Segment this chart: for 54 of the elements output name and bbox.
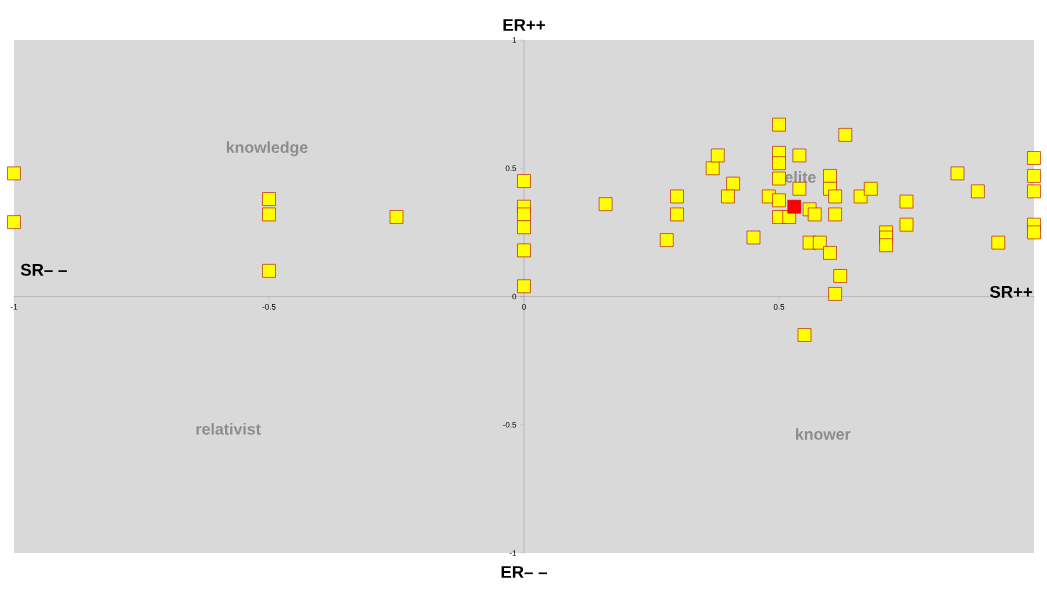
point [7,215,21,229]
point [1027,151,1041,165]
point [991,235,1006,250]
point [772,193,786,208]
point [797,328,812,342]
point [670,207,684,222]
point [726,176,740,191]
annotation: knowledge [226,141,308,157]
point [710,148,725,163]
point [659,233,674,247]
point [899,194,914,209]
text: ER++ [503,19,545,31]
point [772,171,786,186]
point [828,207,842,222]
point [705,161,720,176]
point [517,220,531,235]
annotation: SR– – [20,263,67,276]
point [1027,169,1041,183]
point [950,166,965,181]
annotation: SR++ [989,285,1033,298]
point [823,246,837,260]
point [807,207,822,222]
point [389,210,404,224]
point [7,166,21,181]
annotation: knower [796,428,851,440]
point [746,230,761,245]
annotation: relativist [196,423,261,435]
point [828,189,842,204]
point [262,192,276,206]
point [262,207,276,222]
point [670,189,684,204]
point [1027,184,1041,199]
point [838,128,853,142]
point [517,279,531,294]
point [721,189,735,204]
point [787,199,802,214]
point [863,181,878,196]
point [823,169,837,183]
text: ER– – [501,566,547,578]
point [1027,225,1041,240]
point [971,184,985,199]
point [517,174,531,188]
point [833,269,847,283]
point [598,197,613,211]
point [262,264,276,278]
point [517,243,531,258]
point [879,238,893,252]
point [772,117,786,132]
point [828,287,842,301]
point [517,207,531,222]
point [772,156,786,170]
point [792,148,807,163]
point [812,235,827,250]
point [899,217,914,232]
